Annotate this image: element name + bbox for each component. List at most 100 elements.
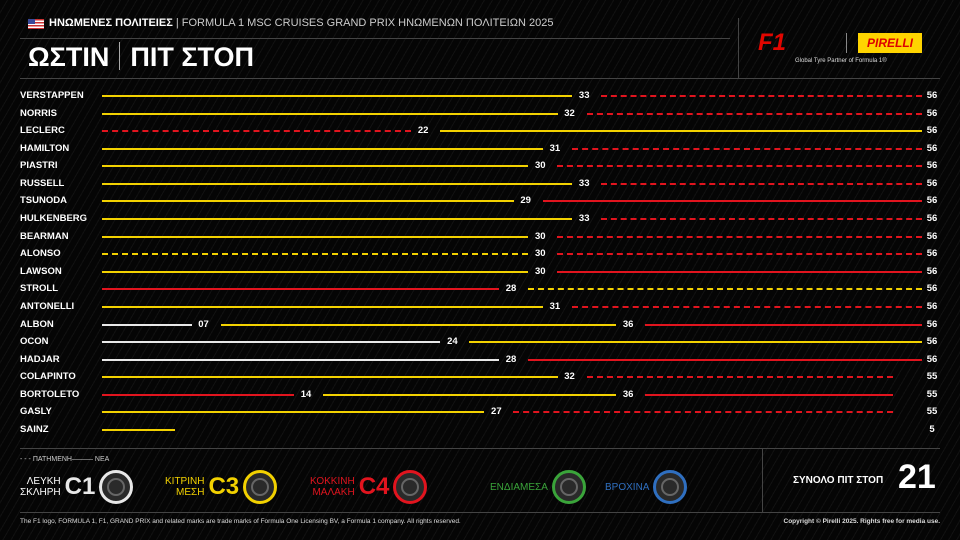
stint-medium-new <box>102 165 529 168</box>
finish-lap-label: 56 <box>926 318 938 330</box>
driver-name: SAINZ <box>20 424 49 436</box>
stint-soft-new <box>102 393 294 396</box>
pit-lap-label: 31 <box>549 300 561 312</box>
driver-name: VERSTAPPEN <box>20 90 84 101</box>
title-location: ΩΣΤΙΝ <box>28 42 110 72</box>
tyre-legend-hard: ΛΕΥΚΗ ΣΚΛΗΡΗ C1 <box>20 470 134 504</box>
finish-lap-label: 56 <box>926 142 938 154</box>
stint-soft-used <box>601 95 922 97</box>
stint-soft-used <box>557 235 922 238</box>
total-pit-stops-label: ΣΥΝΟΛΟ ΠΙΤ ΣΤΟΠ <box>793 475 884 486</box>
finish-lap-label: 55 <box>926 406 938 418</box>
finish-lap-label: 56 <box>926 177 938 189</box>
stint-medium-new <box>102 95 573 97</box>
finish-lap-label: 56 <box>926 107 938 119</box>
stint-soft-used <box>586 376 894 379</box>
stint-soft-new <box>645 393 894 396</box>
tyre-icon <box>99 470 134 504</box>
pit-lap-label: 36 <box>622 388 634 400</box>
legend-used: - - - ΠΑΤΗΜΕΝΗ <box>20 456 72 463</box>
driver-name: GASLY <box>20 406 52 418</box>
divider <box>762 448 763 512</box>
driver-name: HULKENBERG <box>20 213 88 225</box>
finish-lap-label: 56 <box>926 353 938 365</box>
stint-soft-used <box>586 112 922 115</box>
finish-lap-label: 56 <box>926 300 938 312</box>
pit-lap-label: 07 <box>198 318 209 330</box>
pit-lap-label: 14 <box>300 388 312 400</box>
driver-name: OCON <box>20 336 49 348</box>
driver-name: LECLERC <box>20 125 65 137</box>
page-title: ΩΣΤΙΝ ΠΙΤ ΣΤΟΠ <box>28 42 254 73</box>
finish-lap-label: 56 <box>926 213 938 225</box>
pit-lap-label: 33 <box>578 90 590 101</box>
stint-soft-used <box>513 411 894 414</box>
pit-lap-label: 22 <box>417 125 429 137</box>
tyre-icon <box>653 470 688 504</box>
finish-lap-label: 56 <box>926 336 938 348</box>
tyre-icon <box>551 470 586 504</box>
finish-lap-label: 55 <box>926 388 938 400</box>
stint-medium-new <box>102 200 514 203</box>
finish-lap-label: 56 <box>926 125 938 137</box>
finish-lap-label: 56 <box>926 283 938 295</box>
tyre-name-line1: ΕΝΔΙΑΜΕΣΑ <box>490 481 548 493</box>
driver-name: ALBON <box>20 318 54 330</box>
driver-name: BORTOLETO <box>20 388 80 400</box>
pit-lap-label: 36 <box>622 318 634 330</box>
stint-soft-used <box>601 218 922 221</box>
driver-name: COLAPINTO <box>20 371 76 383</box>
stint-medium-new <box>102 235 529 238</box>
stint-soft-used <box>557 253 922 256</box>
driver-name: STROLL <box>20 283 58 295</box>
tyre-name: ΚΟΚΚΙΝΗ ΜΑΛΑΚΗ <box>310 476 355 498</box>
finish-lap-label: 56 <box>926 230 938 242</box>
partner-text: Global Tyre Partner of Formula 1® <box>795 58 887 64</box>
stint-soft-new <box>528 358 922 361</box>
stint-soft-new <box>557 270 922 273</box>
pit-lap-label: 30 <box>534 230 546 242</box>
pit-lap-label: 24 <box>447 336 458 348</box>
pit-lap-label: 27 <box>491 406 502 418</box>
tyre-name-line1: ΚΟΚΚΙΝΗ <box>310 476 355 487</box>
stint-soft-used <box>601 182 922 185</box>
pit-lap-label: 32 <box>564 107 575 119</box>
divider <box>20 38 730 39</box>
tyre-name: ΒΡΟΧΙΝΑ <box>605 482 649 493</box>
divider <box>20 448 940 449</box>
stint-soft-used <box>102 130 412 133</box>
stint-soft-new <box>102 288 499 291</box>
stint-medium-new <box>102 376 558 379</box>
driver-name: HADJAR <box>20 353 60 365</box>
driver-name: TSUNODA <box>20 195 67 207</box>
stint-soft-new <box>645 323 922 326</box>
compound-code: C3 <box>208 473 240 500</box>
driver-name: BEARMAN <box>20 230 69 242</box>
stint-medium-new <box>102 305 543 308</box>
footer-disclaimer: The F1 logo, FORMULA 1, F1, GRAND PRIX a… <box>20 518 461 525</box>
stint-medium-new <box>220 323 617 326</box>
tyre-name: ΚΙΤΡΙΝΗ ΜΕΣΗ <box>165 476 204 498</box>
f1-logo: F1 <box>758 29 787 56</box>
divider <box>738 18 739 78</box>
stint-medium-new <box>102 147 543 150</box>
stint-hard-new <box>102 323 192 326</box>
event-name: | FORMULA 1 MSC CRUISES GRAND PRIX ΗΝΩΜΕ… <box>175 17 554 29</box>
driver-name: LAWSON <box>20 265 62 277</box>
pit-lap-label: 29 <box>520 195 531 207</box>
finish-lap-label: 56 <box>926 160 938 172</box>
pit-lap-label: 32 <box>564 371 575 383</box>
stint-hard-new <box>102 341 441 344</box>
tyre-name: ΛΕΥΚΗ ΣΚΛΗΡΗ <box>20 476 61 498</box>
finish-lap-label: 55 <box>926 371 938 383</box>
pit-lap-label: 30 <box>534 160 546 172</box>
finish-lap-label: 5 <box>929 424 935 436</box>
finish-lap-label: 56 <box>926 195 938 207</box>
legend-new: ——— ΝΕΑ <box>71 456 110 463</box>
stint-medium-new <box>102 182 573 185</box>
stint-medium-new <box>469 341 922 344</box>
tyre-legend-inter: ΕΝΔΙΑΜΕΣΑ <box>490 470 586 504</box>
pit-lap-label: 33 <box>578 177 590 189</box>
tyre-name-line1: ΚΙΤΡΙΝΗ <box>165 476 205 487</box>
tyre-legend-soft: ΚΟΚΚΙΝΗ ΜΑΛΑΚΗ C4 <box>310 470 428 504</box>
